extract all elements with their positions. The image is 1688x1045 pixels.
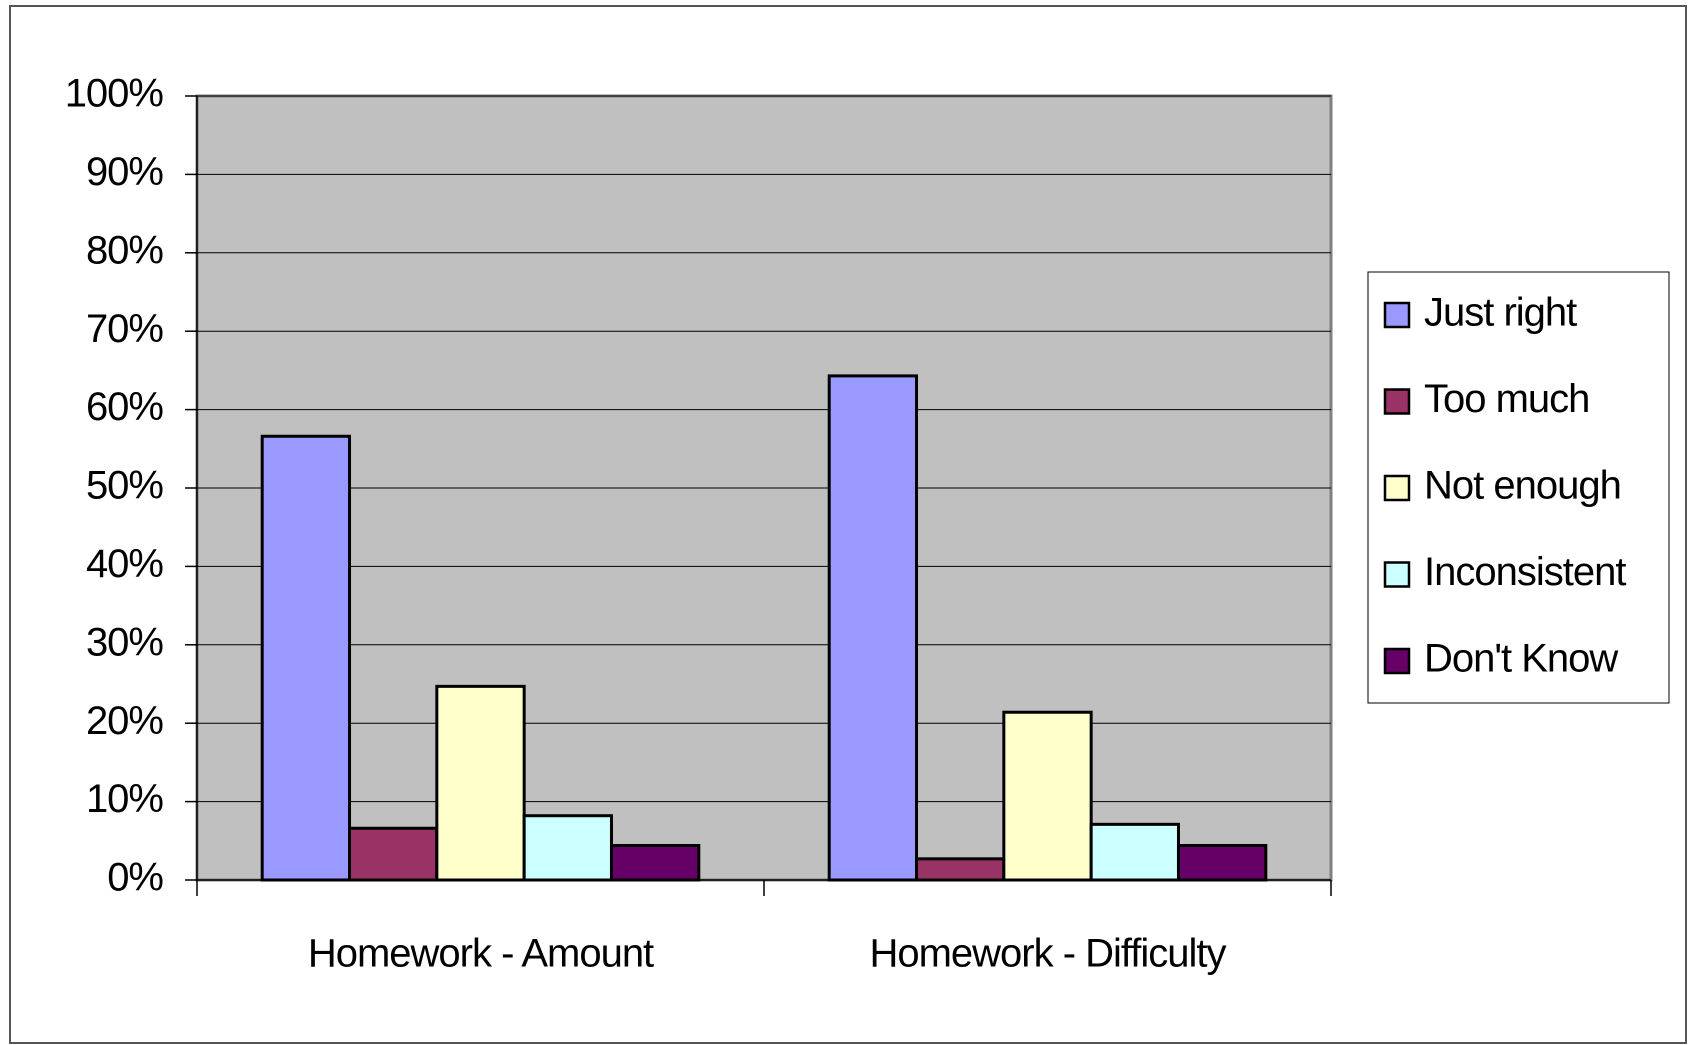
y-tick-label: 30% <box>86 620 163 664</box>
y-tick-label: 40% <box>86 542 163 586</box>
y-tick-label: 0% <box>107 856 163 900</box>
bar <box>1089 822 1180 882</box>
legend-label: Too much <box>1424 377 1589 421</box>
y-tick-label: 80% <box>86 228 163 272</box>
legend-swatch <box>1383 474 1411 502</box>
bar <box>1176 844 1268 882</box>
legend-swatch <box>1383 301 1411 329</box>
x-tick-label: Homework - Amount <box>308 932 654 976</box>
legend-label: Not enough <box>1424 464 1621 508</box>
legend-label: Inconsistent <box>1424 550 1626 594</box>
legend <box>1367 271 1670 704</box>
y-tick-label: 90% <box>86 150 163 194</box>
legend-label: Don't Know <box>1424 637 1618 681</box>
y-tick-label: 20% <box>86 699 163 743</box>
legend-swatch <box>1383 647 1411 675</box>
bar <box>1002 710 1093 882</box>
y-tick-label: 100% <box>65 72 164 116</box>
y-tick-label: 10% <box>86 777 163 821</box>
bar <box>435 684 526 882</box>
x-tick-label: Homework - Difficulty <box>869 932 1226 976</box>
bar <box>915 857 1006 882</box>
bar <box>827 374 919 882</box>
bar <box>522 814 613 882</box>
legend-swatch <box>1383 561 1411 588</box>
y-tick-label: 70% <box>86 307 163 351</box>
bar <box>609 844 701 882</box>
bar <box>260 434 352 882</box>
y-tick-label: 50% <box>86 464 163 508</box>
bar <box>348 826 439 882</box>
legend-swatch <box>1383 388 1411 415</box>
legend-label: Just right <box>1424 291 1577 335</box>
y-tick-label: 60% <box>86 385 163 429</box>
